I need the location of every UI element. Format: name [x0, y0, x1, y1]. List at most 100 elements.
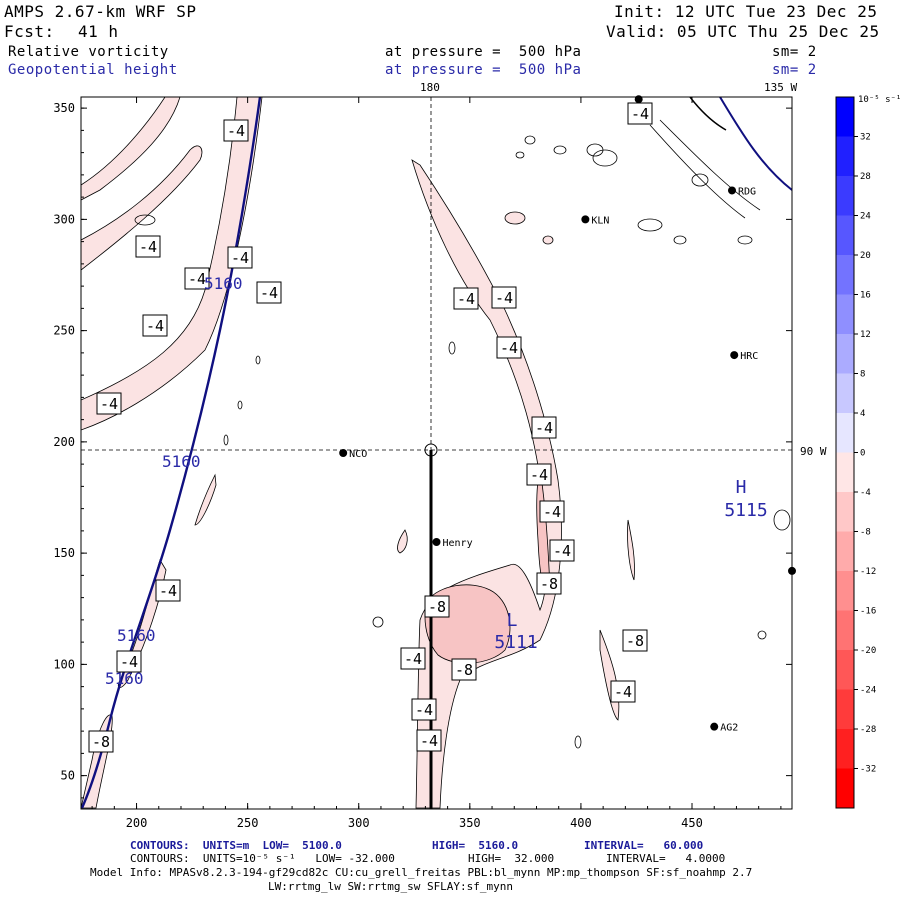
vorticity-label-box	[256, 281, 282, 304]
vorticity-label: -4	[553, 542, 571, 560]
vorticity-label-box	[531, 416, 557, 439]
vorticity-label: -4	[495, 289, 513, 307]
vorticity-label: -4	[415, 701, 433, 719]
vorticity-label-box	[116, 650, 142, 673]
colorbar-swatch	[836, 255, 854, 295]
vorticity-label: -4	[500, 339, 518, 357]
vorticity-label-box	[453, 287, 479, 310]
colorbar-swatch	[836, 334, 854, 374]
height-label: 5160	[162, 452, 201, 471]
vorticity-label-box	[96, 392, 122, 415]
vorticity-label-box	[155, 579, 181, 602]
colorbar-tick-label: -16	[860, 607, 876, 617]
x-tick-label: 300	[348, 816, 370, 830]
station-label: NCO	[349, 449, 367, 460]
colorbar-tick-label: 4	[860, 409, 865, 419]
station-marker	[581, 215, 590, 224]
colorbar-swatch	[836, 294, 854, 335]
station-label: HRC	[740, 351, 758, 362]
colorbar-tick-label: -28	[860, 725, 876, 735]
colorbar-swatch	[836, 136, 854, 177]
low-center-value: 5111	[494, 632, 537, 653]
station-marker	[710, 722, 719, 731]
height-label: 5160	[105, 669, 144, 688]
station-marker	[634, 95, 643, 104]
colorbar-swatch	[836, 215, 854, 256]
station-marker	[788, 566, 796, 575]
station-label: AG2	[720, 723, 738, 734]
station-marker	[339, 449, 348, 457]
y-tick-label: 150	[53, 546, 75, 560]
colorbar-tick-label: 24	[860, 212, 871, 222]
y-tick-label: 350	[53, 101, 75, 115]
colorbar-tick-label: 12	[860, 330, 871, 340]
field-1-name: Relative vorticity	[8, 44, 169, 60]
colorbar-tick-label: -24	[860, 686, 876, 696]
model-title: AMPS 2.67-km WRF SP	[4, 2, 197, 21]
field-2-name: Geopotential height	[8, 62, 178, 78]
vorticity-label-box	[539, 500, 565, 523]
footer-height-high: HIGH= 5160.0	[432, 839, 519, 852]
colorbar-tick-label: -4	[860, 488, 871, 498]
colorbar-tick-label: -32	[860, 765, 876, 775]
height-contour-5160	[81, 97, 262, 809]
colorbar-swatch	[836, 492, 854, 532]
footer-model-info: Model Info: MPASv8.2.3-194-gf29cd82c CU:…	[90, 866, 753, 879]
vorticity-label: -4	[120, 653, 138, 671]
colorbar-unit: 10⁻⁵ s⁻¹	[858, 95, 900, 105]
vorticity-label-box	[451, 658, 477, 681]
y-tick-label: 300	[53, 212, 75, 226]
station-marker	[432, 538, 441, 546]
forecast-hour: 41 h	[78, 22, 119, 41]
colorbar-swatch	[836, 452, 854, 493]
colorbar: 32 28 24 20 16 12 8 4 0 -4 -8 -12 -16 -20 -24 -28 -32	[835, 96, 876, 809]
colorbar-tick-label: 32	[860, 133, 871, 143]
station-label: RDG	[738, 186, 756, 197]
vorticity-label-box	[135, 235, 161, 258]
south-pole-marker	[424, 443, 438, 457]
vorticity-label: -4	[146, 317, 164, 335]
colorbar-swatch	[836, 689, 854, 730]
colorbar-swatch	[836, 610, 854, 651]
vorticity-label: -4	[614, 683, 632, 701]
y-tick-label: 100	[53, 657, 75, 671]
footer-height-contours: CONTOURS: UNITS=m LOW= 5100.0	[130, 839, 342, 852]
vorticity-label: -4	[404, 650, 422, 668]
vorticity-label: -4	[231, 249, 249, 267]
vorticity-label-box	[610, 680, 636, 703]
vorticity-label-box	[416, 729, 442, 752]
colorbar-tick-label: 0	[860, 449, 865, 459]
colorbar-swatch	[836, 373, 854, 414]
valid-time: Valid: 05 UTC Thu 25 Dec 25	[606, 22, 880, 41]
vorticity-label-box	[400, 647, 426, 670]
colorbar-tick-label: -8	[860, 528, 871, 538]
vorticity-label-box	[496, 336, 522, 359]
vorticity-label: -8	[626, 632, 644, 650]
station-label: Henry	[443, 538, 473, 549]
vorticity-label: -4	[535, 419, 553, 437]
field-1-smoothing: sm= 2	[772, 44, 817, 60]
y-tick-label: 50	[61, 769, 75, 783]
footer-vort-contours: CONTOURS: UNITS=10⁻⁵ s⁻¹ LOW= -32.000	[130, 852, 395, 865]
init-time: Init: 12 UTC Tue 23 Dec 25	[614, 2, 878, 21]
height-label: 5160	[117, 626, 156, 645]
vorticity-label: -4	[260, 284, 278, 302]
vorticity-label-box	[227, 246, 253, 269]
vorticity-label: -8	[540, 575, 558, 593]
vorticity-label: -8	[92, 733, 110, 751]
colorbar-swatch	[836, 97, 854, 137]
x-tick-label: 200	[126, 816, 148, 830]
vorticity-label-box	[627, 102, 653, 125]
colorbar-swatch	[836, 729, 854, 769]
height-label: 5160	[204, 274, 243, 293]
vorticity-label: -4	[420, 732, 438, 750]
vorticity-label: -4	[543, 503, 561, 521]
vorticity-label: -4	[631, 105, 649, 123]
vorticity-label-box	[536, 572, 562, 595]
vorticity-label: -4	[139, 238, 157, 256]
station-marker	[730, 351, 739, 360]
x-tick-label: 250	[237, 816, 259, 830]
vorticity-label: -4	[159, 582, 177, 600]
colorbar-swatch	[836, 531, 854, 572]
